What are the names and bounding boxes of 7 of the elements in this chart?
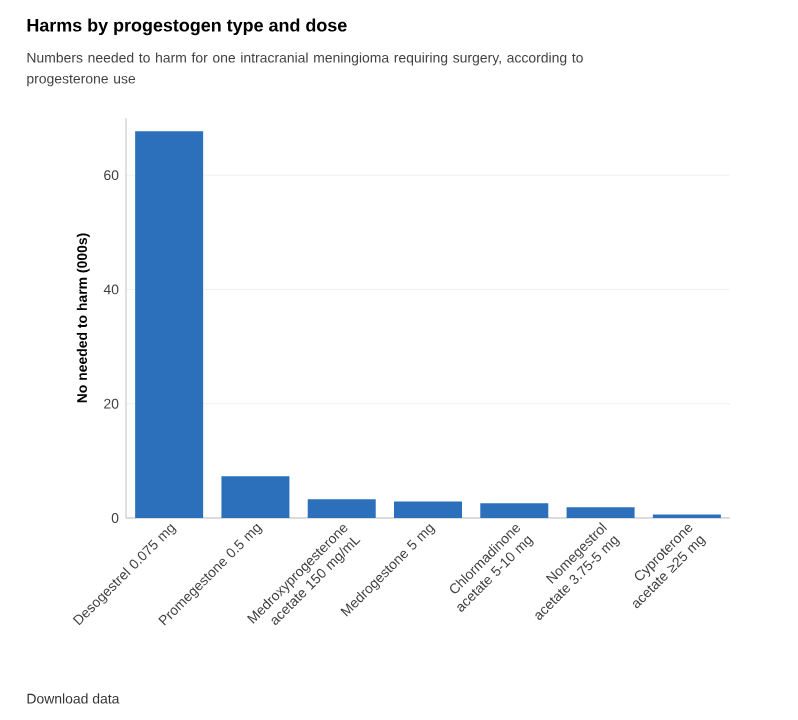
bar (307, 499, 376, 518)
bar (566, 507, 635, 518)
chart-title: Harms by progestogen type and dose (27, 18, 347, 36)
bar (135, 131, 204, 518)
bar (480, 503, 549, 518)
bar (221, 476, 290, 518)
bar (394, 501, 462, 518)
